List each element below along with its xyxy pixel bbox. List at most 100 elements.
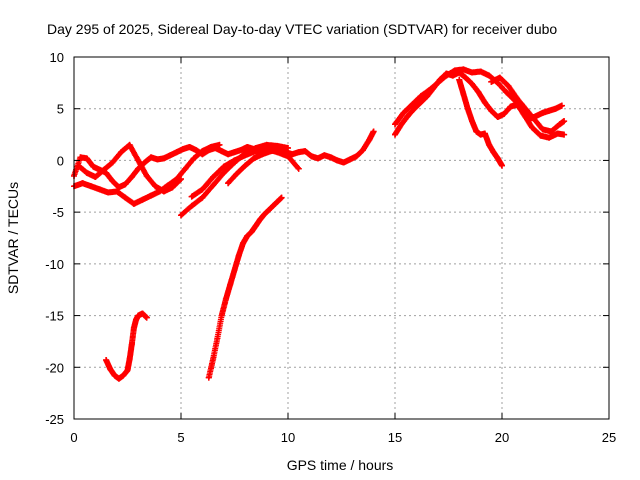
data-point <box>347 156 354 163</box>
data-point <box>75 162 82 169</box>
data-points <box>71 66 568 382</box>
data-point <box>220 169 227 176</box>
data-point <box>392 121 398 128</box>
axis-ticks: 0 5 10 15 20 25 -25 -20 -15 -10 -5 0 5 10 <box>45 50 616 445</box>
data-point <box>392 131 398 138</box>
x-tick-label: 25 <box>602 430 616 445</box>
data-point <box>130 200 137 207</box>
data-point <box>285 145 291 152</box>
data-point <box>199 186 206 193</box>
data-point <box>83 155 90 162</box>
data-point <box>505 82 512 89</box>
data-point <box>180 146 187 153</box>
series-arc-8 <box>103 310 150 382</box>
data-point <box>481 130 488 137</box>
data-point <box>188 193 195 200</box>
data-point <box>302 148 309 155</box>
data-point <box>552 105 559 112</box>
data-point <box>77 154 84 161</box>
data-point <box>308 153 315 160</box>
data-point <box>242 152 249 159</box>
data-point <box>103 357 110 364</box>
data-point <box>199 194 206 201</box>
data-point <box>507 103 514 110</box>
data-point <box>554 130 561 137</box>
series-arc-2 <box>71 141 223 207</box>
data-point <box>546 107 553 114</box>
data-point <box>400 109 407 116</box>
y-tick-label: -15 <box>45 309 64 324</box>
data-point <box>488 78 495 85</box>
data-point <box>539 109 546 116</box>
y-tick-label: 0 <box>57 153 64 168</box>
data-point <box>250 155 257 162</box>
data-point <box>207 143 214 150</box>
data-point <box>353 153 360 160</box>
data-point <box>477 68 484 75</box>
data-point <box>139 310 146 317</box>
data-point <box>141 159 148 166</box>
data-point <box>192 147 199 154</box>
data-point <box>481 99 488 106</box>
data-point <box>100 166 107 173</box>
data-point <box>115 375 122 382</box>
data-point <box>314 155 321 162</box>
data-point <box>409 101 416 108</box>
data-point <box>370 128 377 135</box>
data-point <box>122 181 129 188</box>
x-tick-label: 15 <box>388 430 402 445</box>
data-point <box>503 89 510 96</box>
data-point <box>321 152 328 159</box>
data-point <box>469 69 476 76</box>
data-point <box>252 148 259 155</box>
y-tick-label: -20 <box>45 360 64 375</box>
data-point <box>199 148 206 155</box>
data-point <box>496 74 503 81</box>
data-point <box>426 87 433 94</box>
data-point <box>231 267 238 274</box>
data-point <box>220 163 227 170</box>
data-point <box>109 159 116 166</box>
data-point <box>486 141 493 148</box>
data-point <box>214 335 221 342</box>
data-point <box>451 67 458 74</box>
data-point <box>188 202 195 209</box>
data-point <box>546 134 553 141</box>
y-tick-label: -10 <box>45 257 64 272</box>
data-point <box>90 163 97 170</box>
data-point <box>240 240 247 247</box>
data-point <box>109 178 116 185</box>
data-point <box>398 121 405 128</box>
data-point <box>79 180 86 187</box>
x-tick-label: 0 <box>70 430 77 445</box>
data-point <box>148 154 155 161</box>
data-point <box>113 188 120 195</box>
data-point <box>128 341 135 348</box>
series-arc-7 <box>205 194 285 381</box>
data-point <box>135 157 142 164</box>
data-point <box>475 89 482 96</box>
data-point <box>122 194 129 201</box>
data-point <box>135 312 142 319</box>
data-point <box>237 147 244 154</box>
data-point <box>118 149 125 156</box>
data-point <box>270 202 277 209</box>
data-point <box>366 136 373 143</box>
data-point <box>327 154 334 161</box>
data-point <box>218 312 225 319</box>
data-point <box>244 232 251 239</box>
y-axis-title: SDTVAR / TECUs <box>5 182 21 294</box>
data-point <box>128 173 135 180</box>
data-point <box>477 131 484 138</box>
y-tick-label: 5 <box>57 102 64 117</box>
data-point <box>537 132 544 139</box>
x-tick-label: 5 <box>177 430 184 445</box>
data-point <box>210 173 217 180</box>
data-point <box>186 143 193 150</box>
data-point <box>464 105 471 112</box>
data-point <box>154 156 161 163</box>
data-point <box>265 207 272 214</box>
data-point <box>160 188 167 195</box>
data-point <box>460 66 467 73</box>
data-point <box>210 182 217 189</box>
